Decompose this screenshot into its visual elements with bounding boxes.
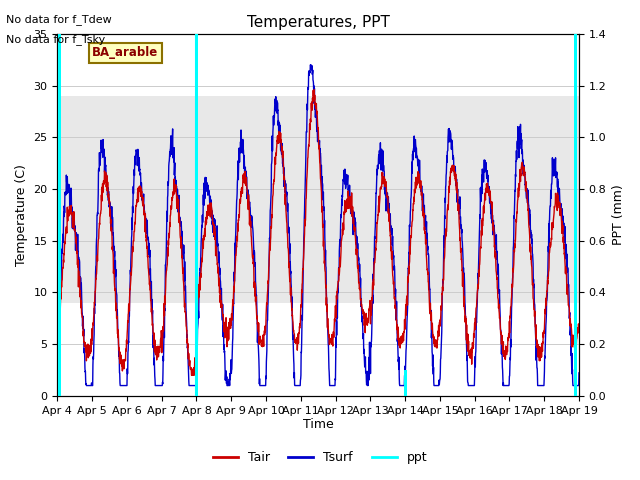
X-axis label: Time: Time — [303, 419, 333, 432]
Bar — [574, 34, 577, 396]
Text: No data for f_Tdew: No data for f_Tdew — [6, 14, 112, 25]
Text: BA_arable: BA_arable — [92, 47, 159, 60]
Text: No data for f_Tsky: No data for f_Tsky — [6, 34, 106, 45]
Bar — [58, 34, 61, 396]
Y-axis label: Temperature (C): Temperature (C) — [15, 164, 28, 266]
Bar — [195, 34, 198, 396]
Y-axis label: PPT (mm): PPT (mm) — [612, 184, 625, 245]
Bar — [58, 96, 579, 303]
Legend: Tair, Tsurf, ppt: Tair, Tsurf, ppt — [207, 446, 433, 469]
Bar — [404, 370, 406, 396]
Title: Temperatures, PPT: Temperatures, PPT — [247, 15, 390, 30]
